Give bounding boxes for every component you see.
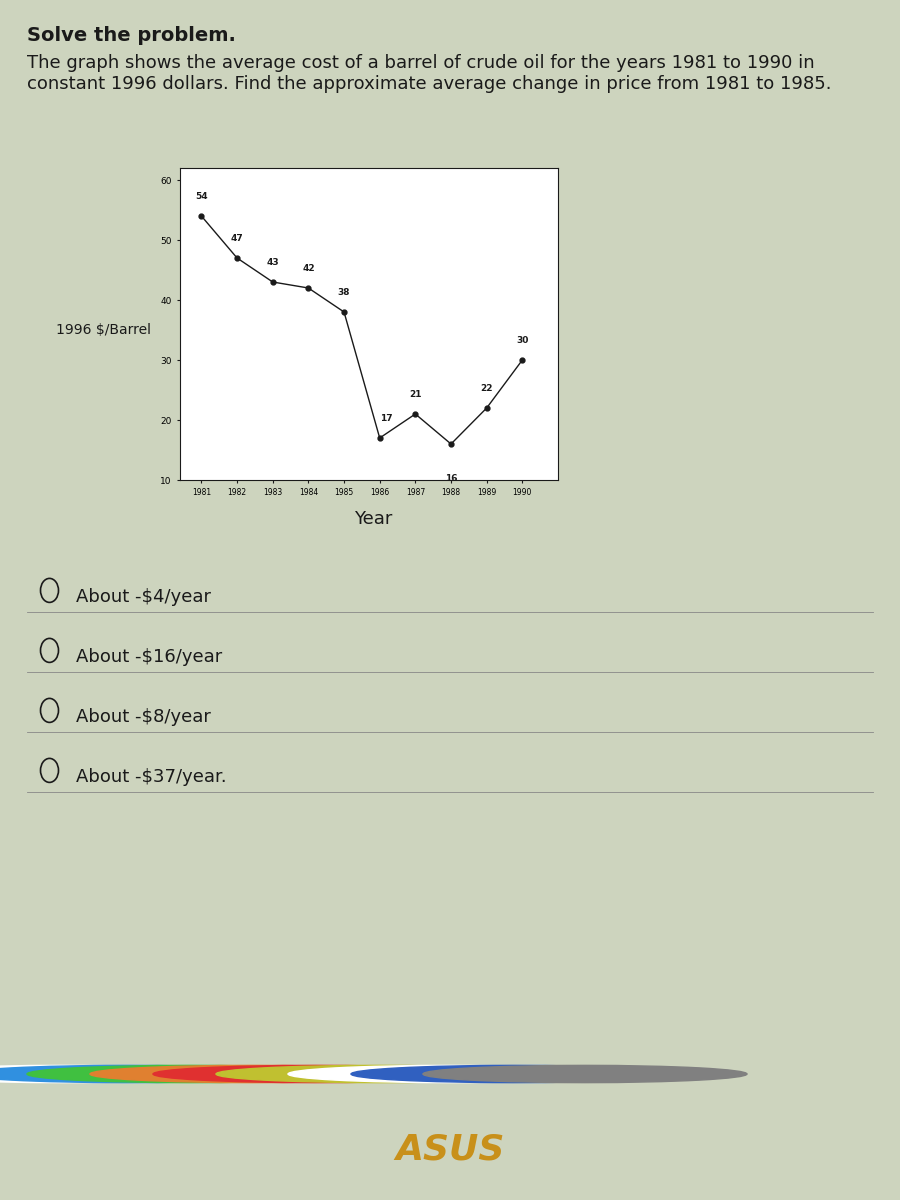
Circle shape [153,1066,477,1082]
Text: 54: 54 [195,192,208,200]
Text: 16: 16 [445,474,457,482]
Text: 38: 38 [338,288,350,296]
Text: 1996 $/Barrel: 1996 $/Barrel [56,323,151,337]
Text: Solve the problem.: Solve the problem. [27,26,236,46]
Text: ASUS: ASUS [395,1133,505,1166]
Text: 22: 22 [481,384,493,392]
Circle shape [216,1066,540,1082]
Circle shape [288,1066,612,1082]
Circle shape [0,1066,225,1082]
Text: 47: 47 [230,234,243,242]
Circle shape [0,1066,288,1082]
Circle shape [27,1066,351,1082]
Text: 30: 30 [517,336,528,346]
Text: 21: 21 [410,390,421,398]
Text: The graph shows the average cost of a barrel of crude oil for the years 1981 to : The graph shows the average cost of a ba… [27,54,832,92]
Text: About -$4/year: About -$4/year [76,588,211,606]
Text: 43: 43 [266,258,279,266]
Text: Year: Year [355,510,392,528]
Text: About -$8/year: About -$8/year [76,708,211,726]
Text: 42: 42 [302,264,315,272]
Text: About -$37/year.: About -$37/year. [76,768,227,786]
Text: About -$16/year: About -$16/year [76,648,223,666]
Text: 17: 17 [381,414,393,422]
Circle shape [351,1066,675,1082]
Circle shape [423,1066,747,1082]
Circle shape [90,1066,414,1082]
